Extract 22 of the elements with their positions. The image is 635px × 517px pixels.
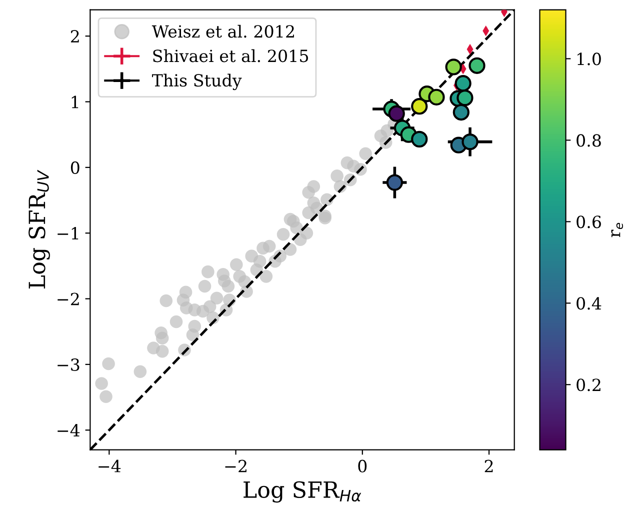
y-tick-label: 0 xyxy=(70,161,80,174)
y-tick-label: 2 xyxy=(70,30,79,42)
y-tick-label: −4 xyxy=(58,424,80,436)
x-tick-label: 2 xyxy=(484,460,493,472)
legend-label: This Study xyxy=(152,74,242,90)
y-tick-label: 1 xyxy=(72,96,78,108)
y-tick-label: −1 xyxy=(58,227,78,240)
y-tick-label: −3 xyxy=(58,358,80,371)
legend-label: Shivaei et al. 2015 xyxy=(153,49,308,62)
legend-label: Weisz et al. 2012 xyxy=(152,24,294,38)
x-tick-label: −4 xyxy=(98,460,121,472)
y-axis-title: Log SFR$_{UV}$ xyxy=(28,170,50,288)
color-bar-label: 0.2 xyxy=(576,378,600,392)
color-bar-label: 0.4 xyxy=(576,297,602,310)
color-bar-label: 0.6 xyxy=(576,216,601,228)
color-bar-title: r$_{e}$ xyxy=(611,222,624,238)
x-axis-title: Log SFR$_{Hα}$ xyxy=(244,481,362,503)
x-tick-label: 0 xyxy=(358,460,367,472)
y-tick-label: −2 xyxy=(58,292,79,306)
x-tick-label: −2 xyxy=(225,460,246,472)
color-bar-label: 1.0 xyxy=(578,52,601,66)
color-bar-label: 0.8 xyxy=(576,134,601,147)
